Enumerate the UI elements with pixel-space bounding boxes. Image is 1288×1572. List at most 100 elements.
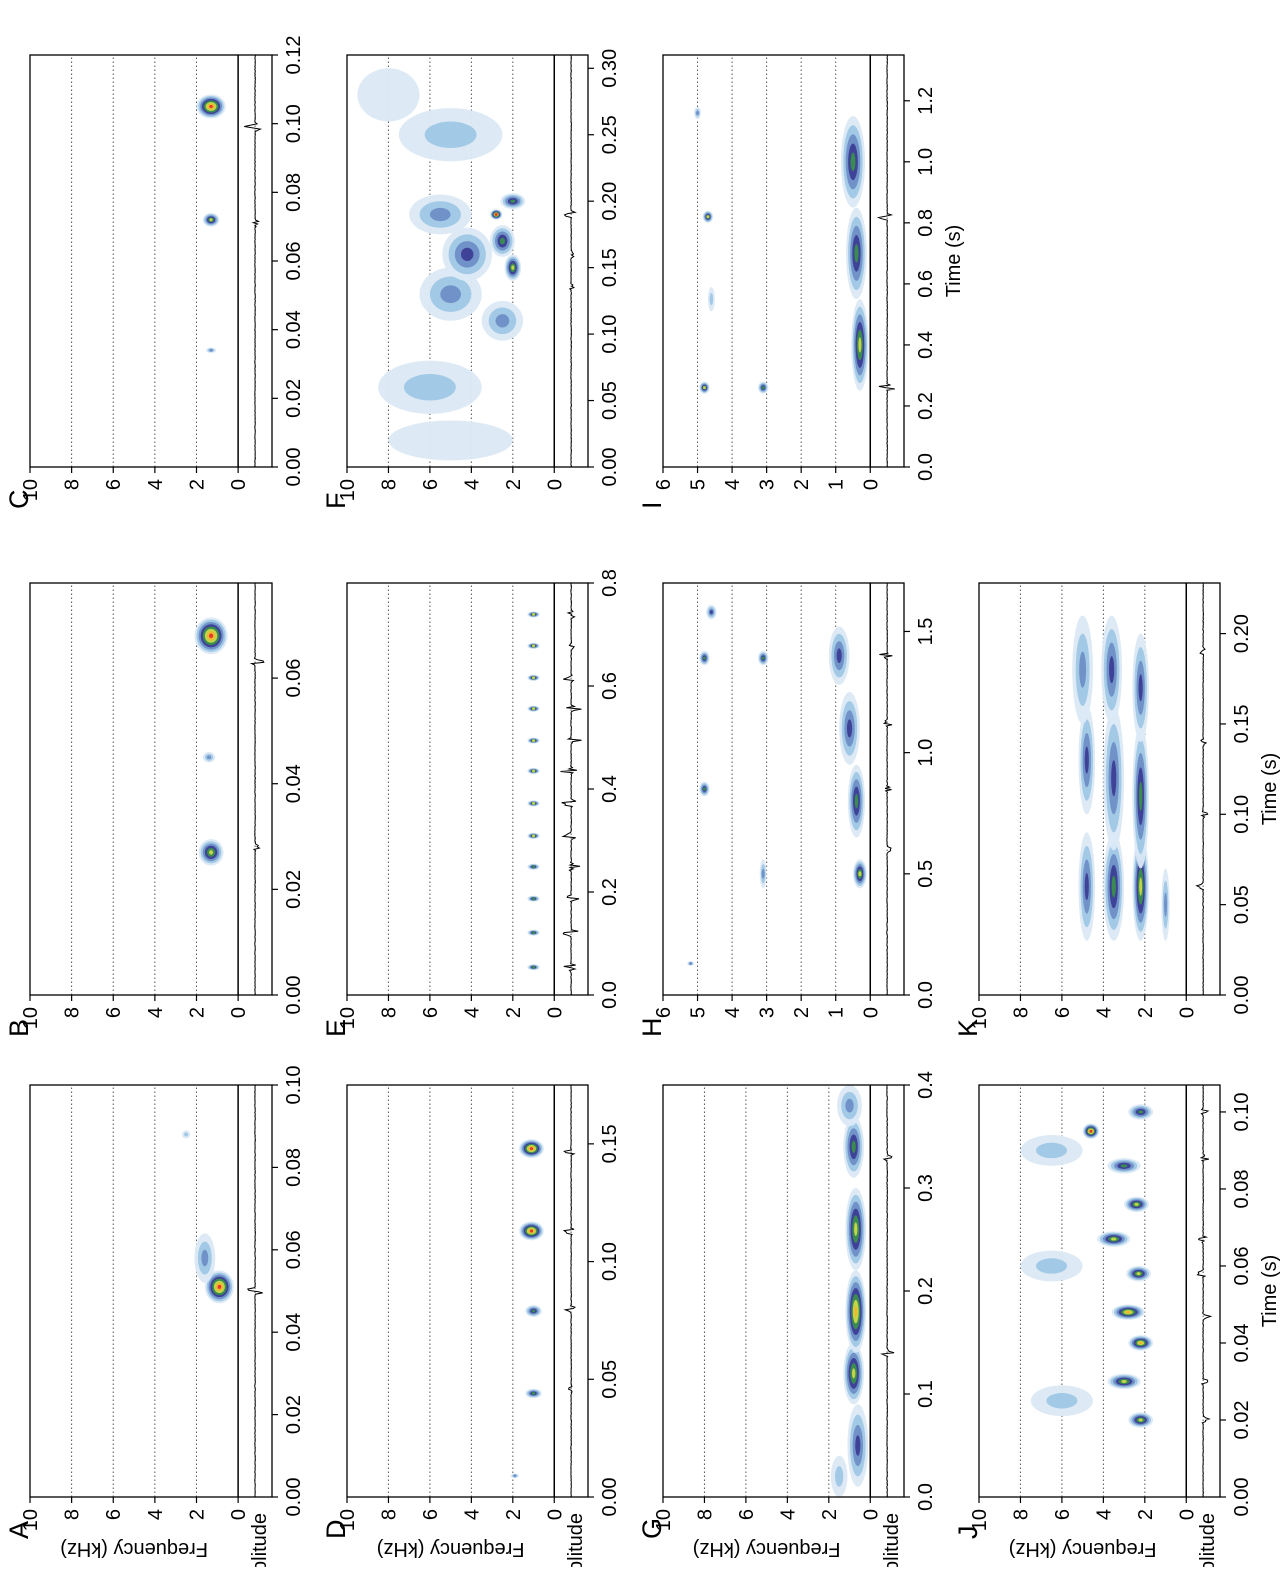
spectrogram-blob <box>378 360 482 414</box>
spectrogram-blob <box>1128 1335 1154 1351</box>
spectrogram-blob <box>409 194 472 235</box>
spectrogram-blob <box>851 299 869 391</box>
panel-letter: A <box>4 1521 34 1539</box>
contour-level <box>403 373 456 401</box>
spectrogram-blob <box>398 108 503 162</box>
amplitude-axis-label: Amplitude <box>249 1513 271 1567</box>
spectrogram-blob <box>847 1404 869 1487</box>
x-tick-label: 0.08 <box>283 173 305 212</box>
contour-level <box>529 1147 534 1151</box>
y-tick-label: 2 <box>819 1509 841 1520</box>
contour-level <box>532 644 536 648</box>
spectrogram-blob <box>519 1221 544 1241</box>
spectrogram-blob <box>504 254 522 281</box>
spectrogram-blob <box>527 895 540 902</box>
y-tick-label: 2 <box>1135 1509 1157 1520</box>
y-tick-label: 8 <box>62 1509 84 1520</box>
x-tick-label: 0.08 <box>1231 1169 1253 1208</box>
spectrogram-blob <box>194 617 228 655</box>
contour-level <box>1110 1237 1117 1241</box>
y-tick-label: 8 <box>1010 1509 1032 1520</box>
contour-level <box>532 707 536 711</box>
contour-level <box>510 199 516 203</box>
x-tick-label: 0.05 <box>599 381 621 420</box>
y-tick-label: 0 <box>544 1007 566 1018</box>
x-tick-label: 0.2 <box>599 878 621 906</box>
y-tick-label: 4 <box>461 1509 483 1520</box>
spectrogram-blob <box>527 705 540 712</box>
panel-letter: G <box>637 1518 667 1539</box>
panel-letter: D <box>321 1520 351 1540</box>
contour-level <box>494 212 498 216</box>
waveform-trace <box>560 582 582 996</box>
contour-level <box>424 121 477 149</box>
contour-level <box>1089 1129 1093 1133</box>
y-tick-label: 2 <box>503 479 525 490</box>
spectrogram-blob <box>490 209 503 220</box>
spectrogram-blob <box>1107 1373 1141 1390</box>
contour-level <box>184 1132 189 1137</box>
spectrogram-blob <box>1078 832 1096 941</box>
contour-level <box>835 1466 844 1487</box>
y-tick-label: 0 <box>1176 1509 1198 1520</box>
x-tick-label: 0.4 <box>599 775 621 803</box>
waveform-trace <box>880 1084 895 1497</box>
y-tick-label: 10 <box>20 1007 42 1029</box>
y-tick-label: 0 <box>544 479 566 490</box>
spectrogram-blob <box>490 225 515 258</box>
x-tick-label: 0.0 <box>915 981 937 1009</box>
contour-level <box>1084 746 1089 774</box>
panel-D: 0 2 4 6 8 10 0.00 0.05 0.10 0.15 D Frequency (kHz) A… <box>321 1084 621 1572</box>
contour-level <box>429 207 451 222</box>
spectrogram-blob <box>1161 868 1170 941</box>
spectrogram-blob <box>1128 1104 1154 1120</box>
spectrogram-blob <box>1132 633 1149 743</box>
panel-letter: E <box>321 1019 351 1037</box>
panel-C: 0 2 4 6 8 10 0.00 0.02 0.04 0.06 0.08 0.10 0.12 C <box>4 36 305 509</box>
panel-F: 0 2 4 6 8 10 0.00 0.05 0.10 0.15 0.20 0.25 0.30 F <box>321 49 621 509</box>
contour-level <box>1139 877 1143 896</box>
x-tick-label: 0.05 <box>599 1360 621 1399</box>
contour-level <box>761 868 765 879</box>
y-tick-label: 6 <box>420 479 442 490</box>
x-tick-label: 0.10 <box>599 315 621 354</box>
x-tick-label: 0.2 <box>915 1277 937 1305</box>
x-tick-label: 1.5 <box>915 618 937 646</box>
y-tick-label: 6 <box>653 1007 675 1018</box>
contour-level <box>850 152 856 171</box>
spectrogram-blob <box>527 863 540 870</box>
y-tick-label: 0 <box>228 479 250 490</box>
x-tick-label: 0.00 <box>283 976 305 1015</box>
x-tick-label: 0.6 <box>915 270 937 298</box>
spectrogram-blob <box>839 692 860 765</box>
time-axis-label: Time (s) <box>943 225 965 298</box>
contour-level <box>1035 1142 1068 1159</box>
contour-level <box>201 1249 209 1267</box>
contour-level <box>209 218 213 222</box>
spectrogram-blob <box>202 752 216 763</box>
spectrogram-blob <box>840 116 866 208</box>
contour-level <box>854 1305 858 1318</box>
contour-level <box>1111 875 1116 898</box>
panel-H: 0 1 2 3 4 5 6 0.0 0.5 1.0 1.5 H <box>637 582 937 1037</box>
x-tick-label: 0.06 <box>283 242 305 281</box>
contour-level <box>845 1098 854 1113</box>
y-tick-label: 0 <box>860 1509 882 1520</box>
spectrogram-blob <box>699 381 710 394</box>
panel-B: 0 2 4 6 8 10 0.00 0.02 0.04 0.06 B <box>4 582 305 1037</box>
panel-letter: C <box>4 490 34 510</box>
spectrogram-blob <box>1030 1385 1093 1417</box>
spectrogram-blob <box>500 193 526 210</box>
y-tick-label: 2 <box>1135 1007 1157 1018</box>
contour-level <box>702 656 706 660</box>
x-tick-label: 0.08 <box>283 1148 305 1187</box>
waveform-trace <box>876 54 895 468</box>
y-tick-label: 8 <box>1010 1007 1032 1018</box>
x-tick-label: 0.10 <box>1231 1092 1253 1131</box>
contour-level <box>709 293 714 306</box>
y-tick-label: 8 <box>62 1007 84 1018</box>
contour-level <box>440 285 461 304</box>
contour-level <box>1121 1379 1127 1383</box>
waveform-trace <box>879 583 893 996</box>
